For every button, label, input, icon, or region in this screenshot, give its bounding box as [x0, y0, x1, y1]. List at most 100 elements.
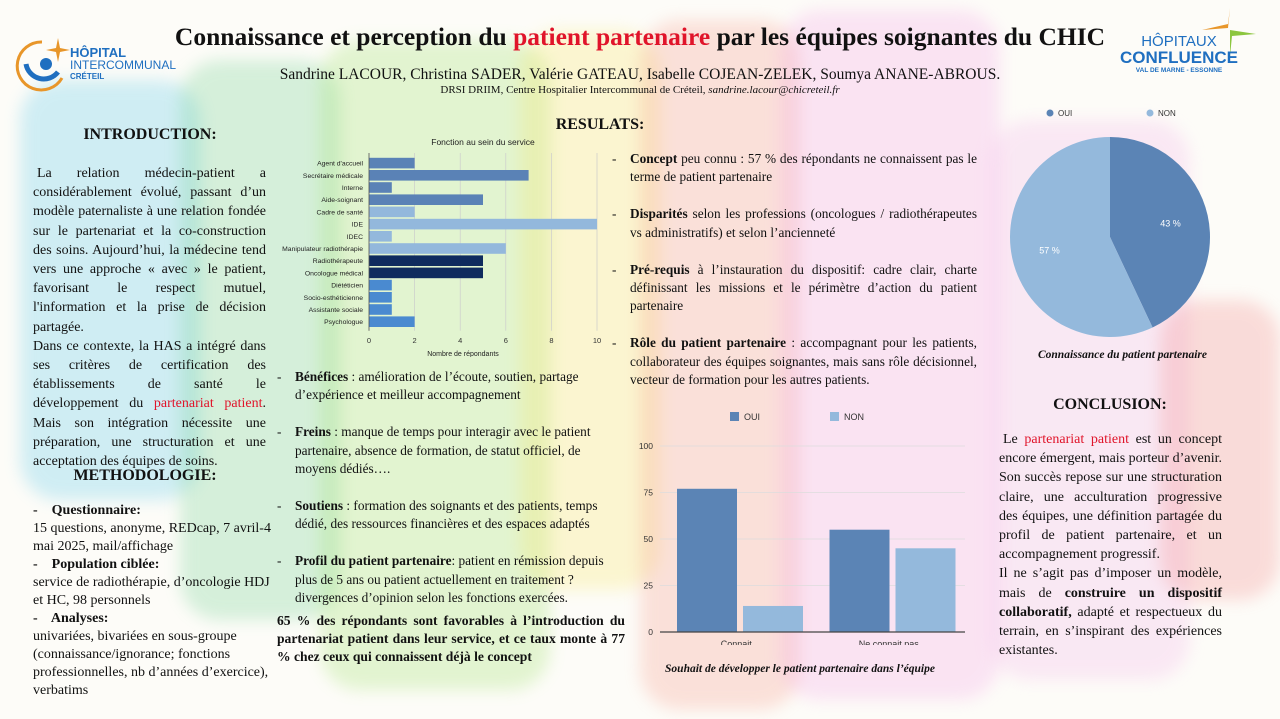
text: . Mais son intégration nécessite une pré…: [33, 396, 266, 470]
bar-oui: [829, 529, 890, 632]
bar-ide: [369, 218, 597, 230]
x-tick-label: 4: [458, 336, 462, 345]
logo-emblem-icon: [15, 38, 70, 92]
bar-cadre-de-santé: [369, 206, 415, 218]
wish-chart-caption: Souhait de développer le patient partena…: [665, 663, 935, 675]
bar-idec: [369, 231, 392, 242]
bullet-text: : manque de temps pour interagir avec le…: [295, 424, 591, 476]
title-highlight: patient partenaire: [513, 22, 711, 51]
conclusion-paragraph-1: Le partenariat patient est un concept en…: [999, 430, 1222, 564]
bar-oui: [677, 488, 737, 632]
logo-line2: CONFLUENCE: [1119, 48, 1239, 67]
contact-email: sandrine.lacour@chicreteil.fr: [708, 84, 840, 96]
item-text: 15 questions, anonyme, REDcap, 7 avril-4…: [33, 521, 271, 554]
category-label: Assistante sociale: [309, 307, 364, 314]
category-label: Agent d'accueil: [317, 161, 363, 168]
logo-cross-icon: [1202, 8, 1256, 56]
pie-slice-oui: [1110, 137, 1210, 328]
y-tick-label: 0: [648, 627, 653, 637]
category-label: Aide-soignant: [321, 197, 363, 204]
chart-title: Fonction au sein du service: [431, 137, 535, 147]
bullet-label: Rôle du patient partenaire: [630, 335, 787, 351]
item-label: Questionnaire:: [51, 503, 141, 518]
x-tick-label: 2: [413, 336, 417, 345]
title-text: Connaissance et perception du: [174, 22, 514, 51]
category-label: Radiothérapeute: [313, 258, 363, 265]
conclusion-paragraph-2: Il ne s’agit pas d’imposer un modèle, ma…: [999, 564, 1222, 660]
conclusion-body: Le partenariat patient est un concept en…: [999, 430, 1222, 660]
category-label: Oncologue médical: [305, 270, 364, 277]
logo-line3: CRÉTEIL: [70, 72, 105, 81]
bullet-label: Concept: [630, 151, 678, 166]
x-tick-label: 6: [504, 336, 508, 345]
bullet-text: selon les professions (oncologues / radi…: [630, 206, 977, 240]
bullet-label: Freins: [295, 424, 331, 440]
introduction-body: La relation médecin-patient a considérab…: [33, 164, 266, 471]
text: Le: [1003, 432, 1025, 447]
item-text: service de radiothérapie, d’oncologie HD…: [33, 575, 270, 608]
result-bullet: Profil du patient partenaire: patient en…: [277, 552, 625, 607]
result-bullet: Concept peu connu : 57 % des répondants …: [612, 150, 977, 186]
bullet-text: : accompagnant pour les patients, collab…: [630, 335, 977, 387]
bullet-label: Profil du patient partenaire: [295, 553, 452, 569]
results-heading: RESULATS:: [555, 116, 645, 133]
methodology-item: - Analyses: univariées, bivariées en sous…: [33, 611, 269, 698]
bar-agent-d-accueil: [369, 157, 415, 169]
results-right-bullets: Concept peu connu : 57 % des répondants …: [612, 150, 977, 408]
highlight: partenariat patient: [1024, 432, 1129, 447]
category-label: Secrétaire médicale: [303, 173, 363, 180]
pie-slice-non: [1010, 137, 1153, 337]
text: Dans ce contexte, la HAS a intégré dans …: [33, 338, 266, 412]
result-bullet: Rôle du patient partenaire : accompagnan…: [612, 334, 977, 389]
legend-swatch-non: [830, 412, 839, 421]
x-tick-label: 0: [367, 336, 371, 345]
item-label: Population ciblée:: [51, 557, 160, 572]
methodology-item: - Questionnaire: 15 questions, anonyme, R…: [33, 503, 271, 554]
legend-label: OUI: [744, 412, 760, 422]
legend-dot-oui: [1046, 109, 1054, 117]
category-label: Diététicien: [331, 283, 363, 290]
category-label: Ne connait pas: [859, 639, 920, 645]
text: Il ne s’agit pas d’imposer un modèle, ma…: [999, 566, 1222, 601]
bullet-text: : formation des soignants et des patient…: [295, 498, 598, 532]
introduction-paragraph-2: Dans ce contexte, la HAS a intégré dans …: [33, 337, 266, 471]
bar-oncologue-médical: [369, 267, 483, 279]
logo-hopitaux-confluence: HÔPITAUX CONFLUENCE VAL DE MARNE - ESSON…: [1110, 8, 1260, 74]
category-label: IDE: [352, 222, 364, 229]
bar-assistante-sociale: [369, 304, 392, 315]
bar-manipulateur-radiothérapie: [369, 243, 506, 254]
slice-label: 43 %: [1160, 218, 1181, 228]
introduction-heading: INTRODUCTION:: [83, 126, 217, 143]
function-bar-chart: Fonction au sein du service 0 2 4 6 8 10 Agent …: [282, 137, 601, 357]
x-axis-label: Nombre de répondants: [427, 351, 499, 357]
bar-secrétaire-médicale: [369, 170, 529, 181]
result-bullet: Disparités selon les professions (oncolo…: [612, 205, 977, 241]
authors: Sandrine LACOUR, Christina SADER, Valéri…: [279, 66, 1001, 83]
bar-radiothérapeute: [369, 255, 483, 266]
methodology-heading: METHODOLOGIE:: [73, 467, 217, 484]
bullet-label: Bénéfices: [295, 369, 349, 384]
poster-title: Connaissance et perception du patient pa…: [0, 22, 1280, 52]
results-left-bullets: Bénéfices : amélioration de l’écoute, so…: [277, 368, 625, 667]
bar-psychologue: [369, 316, 415, 327]
logo-line3: VAL DE MARNE - ESSONNE: [1135, 67, 1223, 74]
highlight: partenariat patient: [153, 396, 263, 412]
x-tick-label: 10: [593, 336, 601, 345]
result-bullet: Pré-requis à l’instauration du dispositi…: [612, 261, 977, 316]
bullet-text: peu connu : 57 % des répondants ne conna…: [630, 151, 977, 185]
knowledge-pie-chart: OUI NON 43 % 57 %: [1010, 109, 1210, 337]
result-bullet: Freins : manque de temps pour interagir …: [277, 423, 625, 478]
pie-chart-caption: Connaissance du patient partenaire: [1037, 349, 1207, 361]
logo-line1: HÔPITAUX: [1141, 33, 1217, 50]
text: est un concept encore émergent, mais por…: [999, 432, 1222, 563]
legend-label: NON: [1158, 109, 1176, 118]
methodology-list: - Questionnaire: 15 questions, anonyme, R…: [33, 502, 273, 700]
results-summary: 65 % des répondants sont favorables à l’…: [277, 613, 625, 665]
category-label: Socio-esthéticienne: [304, 295, 364, 302]
introduction-paragraph-1: La relation médecin-patient a considérab…: [33, 166, 266, 335]
item-label: Analyses:: [50, 611, 109, 626]
bullet-text: : amélioration de l’écoute, soutien, par…: [295, 369, 579, 403]
conclusion-heading: CONCLUSION:: [1053, 396, 1167, 413]
category-label: Psychologue: [324, 319, 363, 326]
category-label: IDEC: [347, 234, 363, 241]
